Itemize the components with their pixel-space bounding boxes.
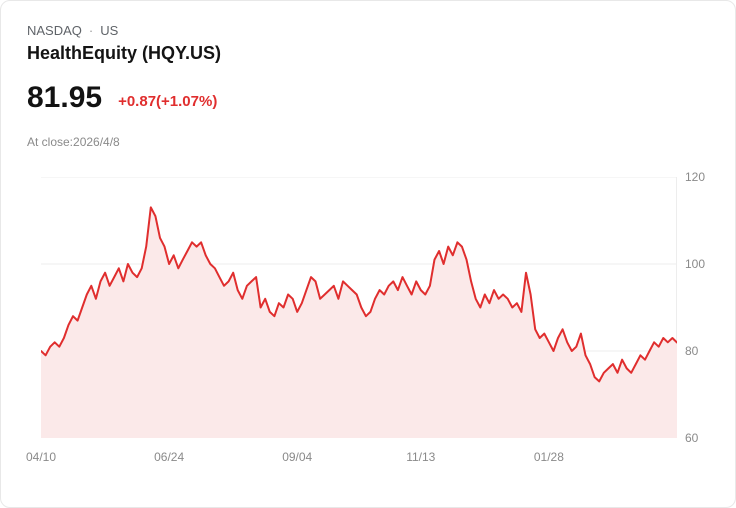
stock-name: HealthEquity (HQY.US) — [27, 43, 222, 63]
chart-canvas[interactable] — [41, 177, 677, 438]
x-tick-label: 11/13 — [406, 450, 436, 464]
exchange-label: NASDAQ — [27, 23, 82, 38]
y-tick-label: 80 — [685, 344, 699, 358]
exchange-row: NASDAQ · US — [27, 23, 118, 38]
dot-separator: · — [88, 23, 94, 38]
x-tick-label: 04/10 — [25, 450, 57, 464]
close-note: At close:2026/4/8 — [27, 135, 120, 149]
price-row: 81.95 +0.87(+1.07%) — [27, 83, 217, 113]
current-price: 81.95 — [27, 81, 103, 114]
y-tick-label: 60 — [685, 431, 699, 445]
x-tick-label: 01/28 — [533, 450, 564, 464]
x-tick-label: 09/04 — [282, 450, 313, 464]
y-tick-label: 100 — [685, 257, 706, 271]
price-line — [41, 206, 677, 383]
y-tick-label: 120 — [685, 170, 706, 184]
area-fill — [41, 207, 677, 438]
price-change: +0.87(+1.07%) — [118, 93, 218, 110]
x-tick-label: 06/24 — [154, 450, 185, 464]
region-label: US — [100, 23, 119, 38]
